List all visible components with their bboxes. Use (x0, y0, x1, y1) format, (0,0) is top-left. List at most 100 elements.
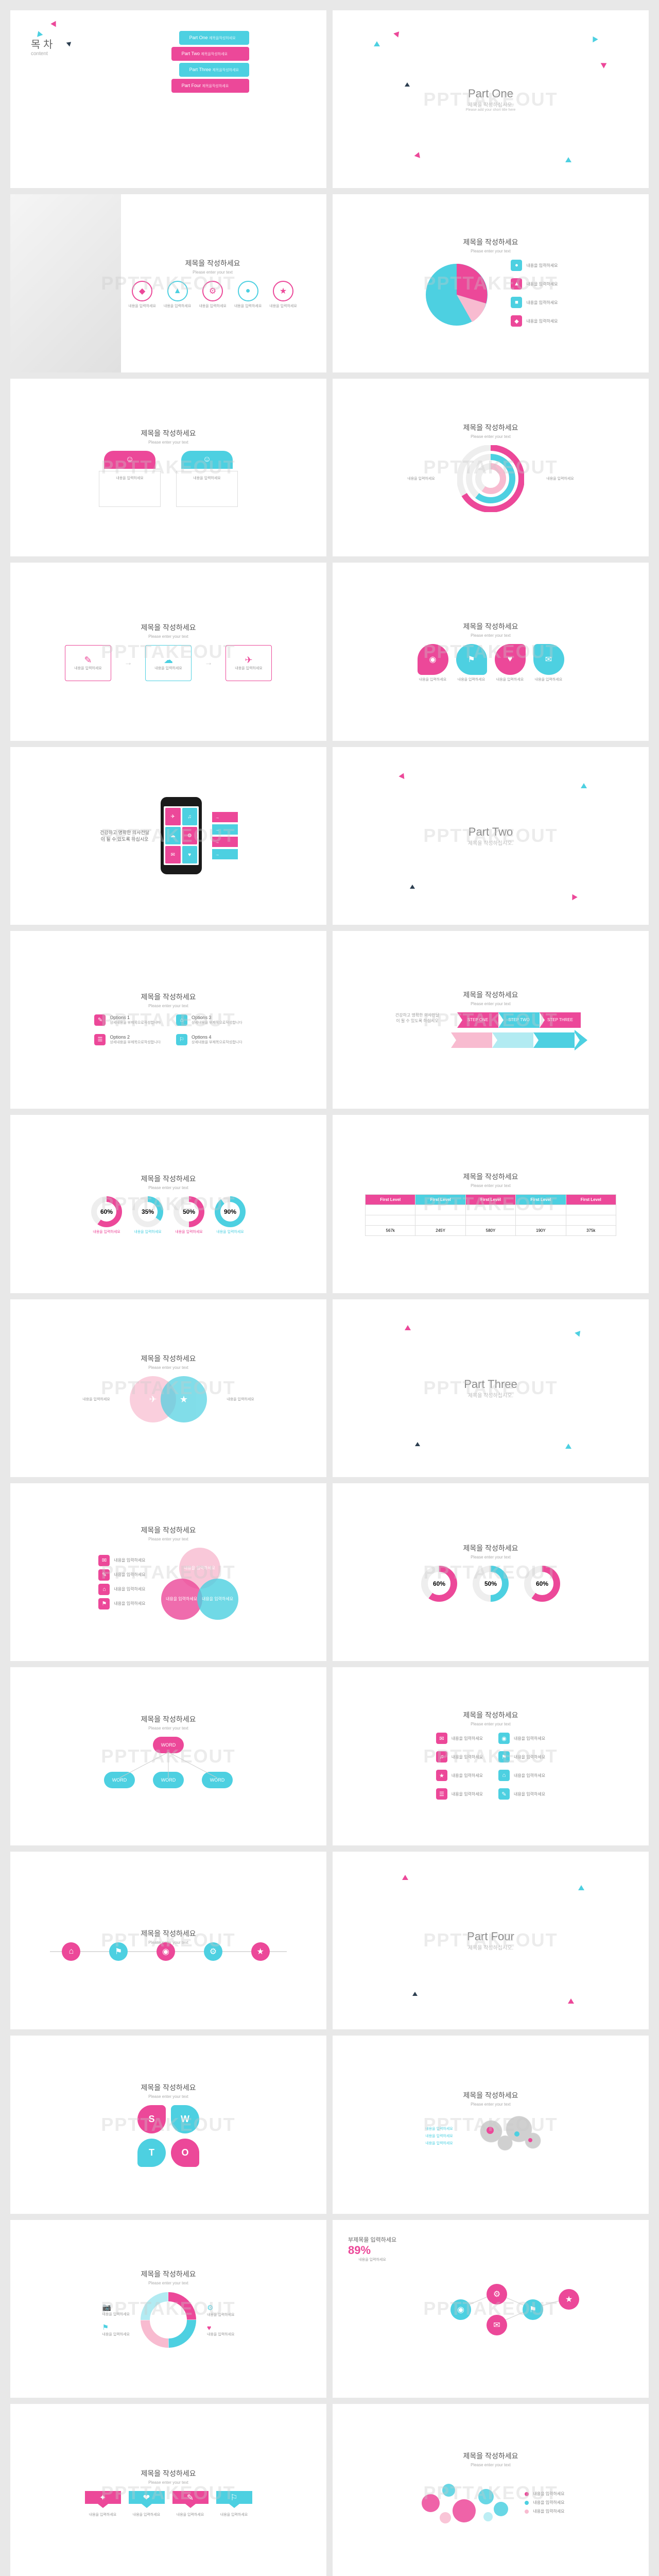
map-percent: 89% (348, 2244, 396, 2257)
confetti-decoration (10, 10, 326, 188)
slide-title: 제목을 작성하세요 (141, 1928, 196, 1939)
right-label: 내용을 입력하세요 (540, 476, 581, 481)
star-icon: ★ (273, 281, 293, 301)
tree-lines (104, 1752, 233, 1778)
slide-icons-5: PPTTAKEOUT 제목을 작성하세요 Please enter your t… (10, 194, 326, 372)
slide-title: 제목을 작성하세요 (463, 621, 518, 632)
slide-subtitle: Please enter your text (471, 633, 511, 638)
slide-subtitle: Please enter your text (148, 1726, 188, 1731)
arrow-label: → (212, 824, 238, 835)
arrow-icon: → (124, 658, 132, 668)
venn-label: 내용을 입력하세요 (78, 1397, 114, 1402)
tab-content: 내용을 입력하세요 (99, 471, 161, 507)
step-chevron-2 (533, 1032, 575, 1048)
map-pin (528, 2138, 532, 2142)
chart-icon: ▲ (167, 281, 188, 301)
step-chevron: STEP ONE (457, 1012, 498, 1028)
timeline-node: ⌂ (62, 1942, 80, 1961)
arrow-label: → (212, 849, 238, 859)
grid-icon: ♫ (436, 1751, 447, 1762)
tab-content: 내용을 입력하세요 (176, 471, 238, 507)
donut-chart: 60% (524, 1566, 560, 1602)
donut-chart: 90% (215, 1196, 246, 1227)
slide-title: 제목을 작성하세요 (141, 622, 196, 633)
app-icon: ✉ (165, 846, 181, 863)
app-icon: ☁ (165, 827, 181, 844)
donut-chart: 60% (421, 1566, 457, 1602)
slide-title: 제목을 작성하세요 (141, 1174, 196, 1184)
slide-subtitle: Please enter your text (471, 249, 511, 253)
app-icon: ♥ (182, 846, 198, 863)
slide-title: 제목을 작성하세요 (463, 1543, 518, 1553)
venn-circle: 내용을 입력하세요 (197, 1579, 238, 1620)
slide-grid: 목 차 content Part One 제목을작성하세요 Part Two 제… (10, 10, 649, 2576)
slide-title: 제목을 작성하세요 (128, 258, 297, 268)
world-map (463, 2113, 556, 2159)
slide-part-four: PPTTAKEOUT Part Four 제목을 작성하십시오. (333, 1852, 649, 2029)
option-icon: ☰ (94, 1034, 106, 1045)
slide-subtitle: Please enter your text (471, 1002, 511, 1006)
slide-toc: 목 차 content Part One 제목을작성하세요 Part Two 제… (10, 10, 326, 188)
slide-table: PPTTAKEOUT 제목을 작성하세요 Please enter your t… (333, 1115, 649, 1293)
slide-donut-icons: PPTTAKEOUT 제목을 작성하세요 Please enter your t… (10, 2220, 326, 2398)
legend-label: 내용을 입력하세요 (526, 318, 558, 324)
venn-circle-teal: ★ (161, 1376, 207, 1422)
slide-network: PPTTAKEOUT 부제목을 입력하세요 89% 내용을 입력하세요 ◉ ⚙ … (333, 2220, 649, 2398)
icon-label: 내용을 입력하세요 (199, 303, 226, 309)
timeline-node: ◉ (157, 1942, 175, 1961)
grid-icon: ◉ (498, 1733, 510, 1744)
slide-subtitle: Please enter your text (148, 1537, 188, 1541)
legend-label: 내용을 입력하세요 (526, 300, 558, 306)
phone-caption: 건강하고 명확한 의사전달이 될 수 있도록 하십시오 (99, 829, 150, 842)
arrow-label: → (212, 837, 238, 847)
slide-subtitle: Please enter your text (471, 1722, 511, 1726)
slide-pie: PPTTAKEOUT 제목을 작성하세요 Please enter your t… (333, 194, 649, 372)
slide-subtitle: Please enter your text (471, 434, 511, 439)
slide-ribbons: PPTTAKEOUT 제목을 작성하세요 Please enter your t… (10, 2404, 326, 2576)
slide-timeline: PPTTAKEOUT 제목을 작성하세요 Please enter your t… (10, 1852, 326, 2029)
swot-w: W (171, 2105, 199, 2133)
data-table: First LevelFirst LevelFirst LevelFirst L… (365, 1194, 616, 1236)
tab-teal: ☺ (181, 451, 233, 469)
donut-chart: 50% (174, 1196, 204, 1227)
list-icon: ✉ (98, 1555, 110, 1566)
legend-icon: ■ (511, 297, 522, 308)
user-icon: ◆ (132, 281, 152, 301)
slide-title: 제목을 작성하세요 (141, 2082, 196, 2093)
slide-part-two: PPTTAKEOUT Part Two 제목을 작성하십시오. (333, 747, 649, 925)
legend-icon: ▲ (511, 278, 522, 290)
slide-worldmap: PPTTAKEOUT 제목을 작성하세요 Please enter your t… (333, 2036, 649, 2213)
word-node: WORD (153, 1737, 184, 1753)
step-chevron-2 (451, 1032, 492, 1048)
concentric-chart (457, 445, 524, 512)
slide-title: 제목을 작성하세요 (463, 422, 518, 433)
ribbon: ❤ (129, 2491, 165, 2504)
legend-label: 내용을 입력하세요 (526, 263, 558, 268)
slide-subtitle: Please enter your text (148, 2281, 188, 2285)
network-node: ⚙ (487, 2284, 507, 2304)
slide-title: 제목을 작성하세요 (463, 2451, 518, 2461)
side-icon: 📷내용을 입력하세요 (102, 2303, 130, 2317)
slide-venn3: PPTTAKEOUT 제목을 작성하세요 Please enter your t… (10, 1483, 326, 1661)
slide-venn2: PPTTAKEOUT 제목을 작성하세요 Please enter your t… (10, 1299, 326, 1477)
list-icon: ✎ (98, 1569, 110, 1581)
slide-chevron: PPTTAKEOUT 제목을 작성하세요 Please enter your t… (333, 931, 649, 1109)
grid-icon: ✎ (498, 1788, 510, 1800)
venn-label: 내용을 입력하세요 (222, 1397, 258, 1402)
slide-subtitle: Please enter your text (148, 440, 188, 445)
donut-chart: 50% (473, 1566, 509, 1602)
left-label: 내용을 입력하세요 (401, 476, 442, 481)
donut-chart: 60% (91, 1196, 122, 1227)
slide-word-tree: PPTTAKEOUT 제목을 작성하세요 Please enter your t… (10, 1667, 326, 1845)
slide-part-one: PPTTAKEOUT Part One 제목을 작성하십시오. Please a… (333, 10, 649, 188)
confetti-decoration (333, 10, 649, 188)
grid-icon: ★ (436, 1770, 447, 1781)
slide-3boxes: PPTTAKEOUT 제목을 작성하세요 Please enter your t… (10, 563, 326, 740)
option-icon: ⚐ (176, 1034, 187, 1045)
slide-3donuts: PPTTAKEOUT 제목을 작성하세요 Please enter your t… (333, 1483, 649, 1661)
donut-chart: 35% (132, 1196, 163, 1227)
slide-subtitle: Please enter your text (471, 2463, 511, 2467)
slide-title: 제목을 작성하세요 (141, 1525, 196, 1535)
bubble (422, 2494, 440, 2512)
slide-icon-grid: PPTTAKEOUT 제목을 작성하세요 Please enter your t… (333, 1667, 649, 1845)
